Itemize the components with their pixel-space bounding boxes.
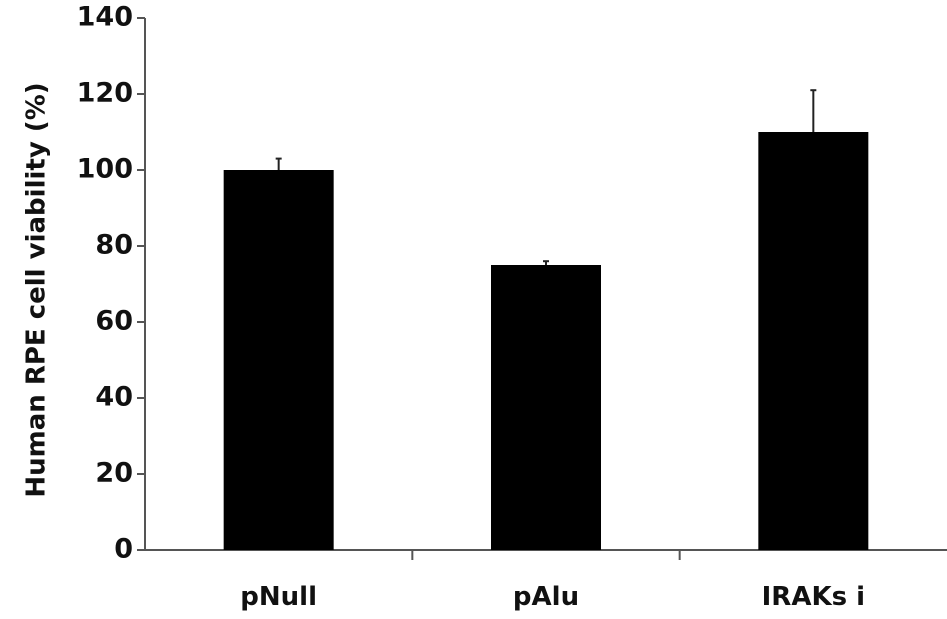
y-tick-label: 0 <box>114 534 133 565</box>
y-tick-label: 80 <box>95 230 133 261</box>
y-tick-label: 100 <box>77 154 133 185</box>
y-axis-title: Human RPE cell viability (%) <box>22 82 52 497</box>
bar <box>223 170 334 550</box>
y-tick-label: 20 <box>95 458 133 489</box>
bars-group <box>223 89 869 560</box>
x-category-label: pAlu <box>513 582 579 612</box>
y-tick-label: 140 <box>77 2 133 33</box>
y-tick-label: 40 <box>95 382 133 413</box>
bar <box>758 132 869 550</box>
x-category-label: IRAKs i <box>762 582 865 612</box>
bar <box>491 265 601 550</box>
y-tick-label: 120 <box>77 78 133 109</box>
x-category-label: pNull <box>240 582 317 612</box>
y-axis-ticks: 0 20 40 60 80 100 120 140 <box>77 2 145 565</box>
y-tick-label: 60 <box>95 306 133 337</box>
x-axis-labels: pNull pAlu IRAKs i <box>240 582 865 612</box>
